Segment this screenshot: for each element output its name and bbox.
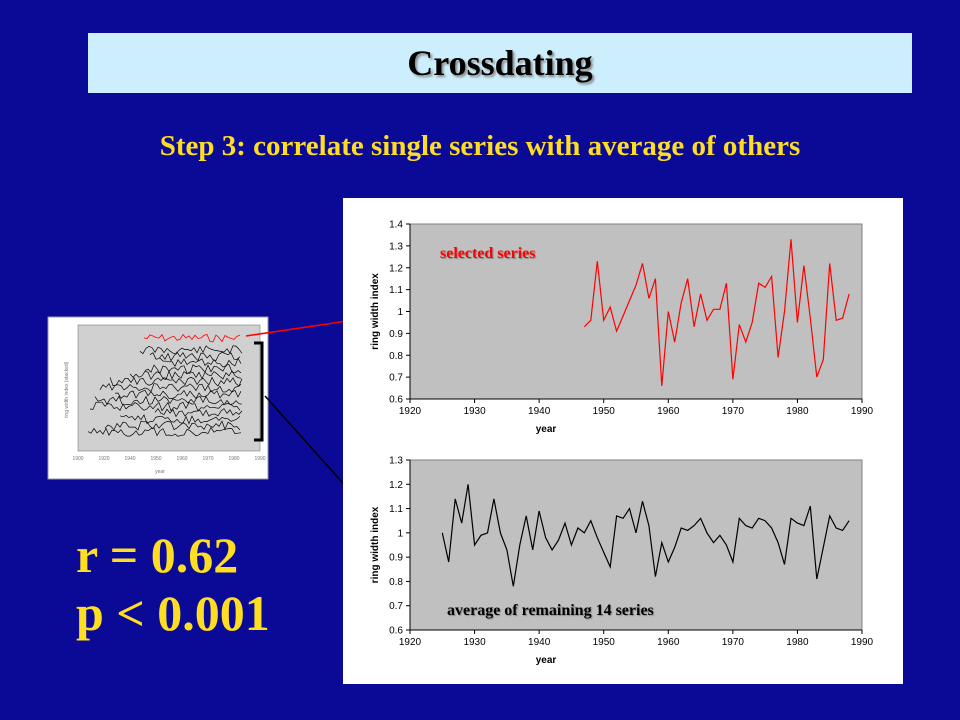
series-annotation: average of remaining 14 series <box>447 602 654 619</box>
thumbnail-series-lines <box>87 333 243 437</box>
thumbnail-series-line <box>144 364 242 375</box>
selected-series-chart: 1920 1930 1940 1950 1960 1970 1980 1990 0.6 0.7 0.… <box>370 220 874 436</box>
thumbnail-series-line <box>109 376 243 387</box>
y-tick-label: 1.3 <box>389 241 403 252</box>
x-tick-label: 1920 <box>399 637 422 648</box>
thumbnail-x-tick-label: 1920 <box>98 456 109 462</box>
y-tick-label: 1.1 <box>389 285 403 296</box>
thumbnail-series-line <box>94 395 243 406</box>
y-tick-label: 0.9 <box>389 553 403 564</box>
title-bar: Crossdating <box>88 33 912 93</box>
thumbnail-series-line <box>99 382 242 393</box>
y-tick-label: 1.3 <box>389 456 403 467</box>
thumbnail-chart: ring width index (stacked) year 1900 1920… <box>47 316 269 480</box>
thumbnail-xlabel: year <box>155 469 165 475</box>
thumbnail-series-line <box>87 426 242 437</box>
x-tick-label: 1920 <box>399 406 422 417</box>
x-axis-label: year <box>536 655 557 666</box>
thumbnail-x-tick-label: 1900 <box>72 456 83 462</box>
p-value: p < 0.001 <box>76 585 270 641</box>
thumbnail-series-line <box>89 401 241 412</box>
thumbnail-x-ticks: 1900 1920 1940 1950 1960 1970 1980 1990 <box>72 456 265 462</box>
average-series-chart: 1920 1930 1940 1950 1960 1970 1980 1990 0.6 0.7 0.… <box>370 456 874 667</box>
y-tick-label: 1.2 <box>389 480 403 491</box>
x-tick-label: 1960 <box>657 406 680 417</box>
thumbnail-series-line <box>159 357 242 368</box>
slide-title: Crossdating <box>407 43 593 83</box>
thumbnail-x-tick-label: 1950 <box>150 456 161 462</box>
y-axis-label: ring width index <box>370 273 381 350</box>
thumbnail-series-line <box>149 351 241 362</box>
thumbnail-series-line <box>104 420 241 431</box>
y-tick-label: 0.7 <box>389 373 403 384</box>
thumbnail-plot-area <box>77 324 261 452</box>
thumbnail-x-tick-label: 1980 <box>228 456 239 462</box>
thumbnail-series-line <box>129 370 242 381</box>
thumbnail-selected-line <box>143 333 241 343</box>
series-line <box>583 239 850 386</box>
thumbnail-series-line <box>114 389 242 400</box>
x-axis-label: year <box>536 424 557 435</box>
bracket <box>254 341 264 442</box>
x-tick-label: 1990 <box>851 637 874 648</box>
arrow-to-average <box>264 395 351 492</box>
y-tick-label: 1 <box>397 528 403 539</box>
y-tick-label: 1.2 <box>389 263 403 274</box>
arrow-to-selected <box>245 320 348 337</box>
y-tick-label: 0.6 <box>389 395 403 406</box>
thumbnail-x-tick-label: 1990 <box>254 456 265 462</box>
y-axis-label: ring width index <box>370 506 381 583</box>
x-tick-label: 1940 <box>528 406 551 417</box>
x-tick-label: 1950 <box>593 637 616 648</box>
thumbnail-x-tick-label: 1960 <box>176 456 187 462</box>
thumbnail-ylabel: ring width index (stacked) <box>64 361 70 418</box>
y-tick-label: 0.7 <box>389 601 403 612</box>
x-tick-label: 1940 <box>528 637 551 648</box>
thumbnail-series-line <box>154 407 243 418</box>
thumbnail-x-tick-label: 1940 <box>124 456 135 462</box>
x-tick-label: 1930 <box>463 637 486 648</box>
thumbnail-series-line <box>119 414 241 425</box>
series-annotation: selected series <box>440 245 536 262</box>
x-tick-label: 1970 <box>722 406 745 417</box>
y-tick-label: 0.8 <box>389 577 403 588</box>
correlation-value: r = 0.62 <box>76 527 239 583</box>
slide-subtitle: Step 3: correlate single series with ave… <box>159 130 801 162</box>
x-tick-label: 1950 <box>593 406 616 417</box>
x-tick-label: 1930 <box>463 406 486 417</box>
y-tick-label: 0.6 <box>389 626 403 637</box>
x-tick-label: 1960 <box>657 637 680 648</box>
x-tick-label: 1990 <box>851 406 874 417</box>
y-tick-label: 1 <box>397 307 403 318</box>
x-tick-label: 1970 <box>722 637 745 648</box>
x-tick-label: 1980 <box>786 406 809 417</box>
series-line <box>441 484 850 587</box>
stats-block: r = 0.62 p < 0.001 <box>76 526 270 642</box>
thumbnail-x-tick-label: 1970 <box>202 456 213 462</box>
y-tick-label: 0.9 <box>389 329 403 340</box>
thumbnail-series-line <box>139 345 243 355</box>
x-tick-label: 1980 <box>786 637 809 648</box>
y-tick-label: 1.1 <box>389 504 403 515</box>
y-tick-label: 0.8 <box>389 351 403 362</box>
y-tick-label: 1.4 <box>389 220 403 231</box>
